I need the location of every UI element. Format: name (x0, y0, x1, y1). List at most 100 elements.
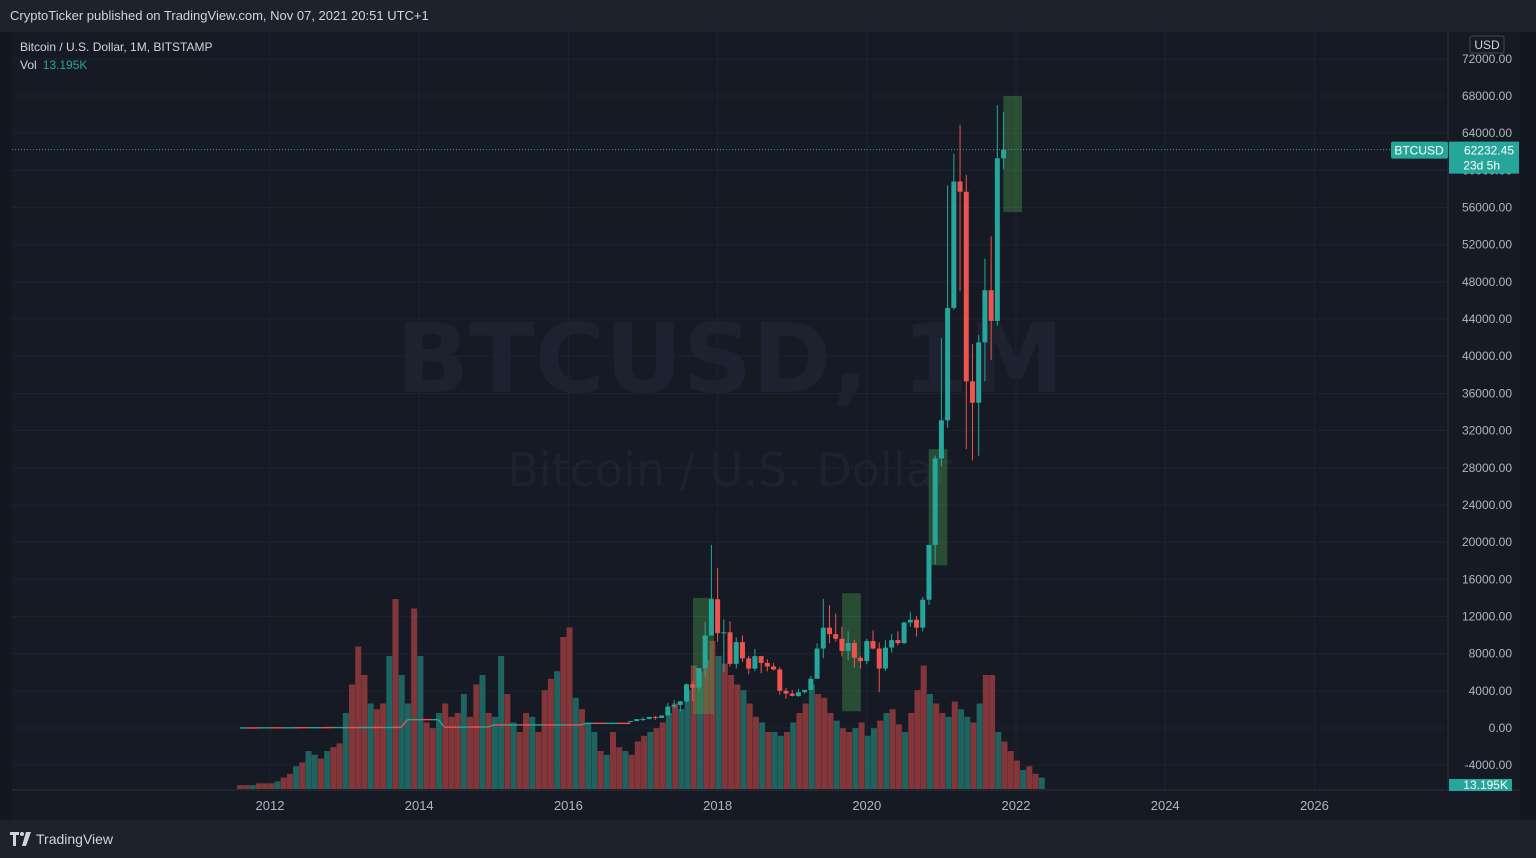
volume-legend[interactable]: Vol 13.195K (20, 56, 213, 74)
volume-bar (697, 671, 704, 789)
volume-bar (889, 709, 896, 789)
volume-bar (665, 713, 672, 789)
volume-bar (796, 713, 803, 789)
volume-bar (485, 713, 492, 789)
volume-bar (765, 732, 772, 789)
y-tick-label: 20000.00 (1462, 535, 1512, 549)
symbol-tag-label: BTCUSD (1394, 144, 1444, 158)
candle-body (671, 704, 677, 707)
volume-bar (578, 709, 585, 789)
volume-bar (1007, 751, 1014, 789)
volume-bar (411, 608, 418, 789)
volume-bar (504, 694, 511, 789)
x-tick-label: 2026 (1300, 798, 1329, 813)
volume-bar (448, 716, 455, 789)
candle-body (640, 718, 646, 720)
volume-bar (721, 663, 728, 789)
watermark-symbol: BTCUSD, 1M (396, 303, 1064, 415)
volume-bar (342, 713, 349, 789)
candle-body (951, 181, 957, 308)
volume-bar (572, 697, 579, 789)
volume-bar (864, 735, 871, 789)
volume-bar (790, 722, 797, 789)
volume-bar (467, 716, 474, 789)
volume-bar (715, 656, 722, 789)
candle-body (771, 666, 777, 670)
volume-bar (1020, 770, 1027, 789)
volume-bar (280, 777, 287, 789)
y-tick-label: 48000.00 (1462, 275, 1512, 289)
volume-bar (833, 720, 840, 789)
candle-body (634, 719, 640, 722)
volume-bar (454, 713, 461, 789)
candle-body (963, 191, 969, 382)
tradingview-logo[interactable]: TradingView (10, 831, 113, 847)
volume-bar (951, 701, 958, 789)
volume-bar (398, 675, 405, 789)
candle-body (938, 420, 944, 459)
volume-bar (616, 747, 623, 789)
volume-bar (423, 722, 430, 789)
candle-body (914, 619, 920, 628)
candle-body (708, 599, 714, 636)
y-tick-label: -4000.00 (1465, 758, 1513, 772)
volume-bar (305, 751, 312, 789)
candle-body (646, 716, 652, 719)
volume-bar (933, 703, 940, 789)
volume-bar (610, 732, 617, 789)
volume-bar (373, 709, 380, 789)
candle-body (889, 640, 895, 648)
volume-bar (945, 716, 952, 789)
volume-bar (939, 713, 946, 789)
y-tick-label: 68000.00 (1462, 89, 1512, 103)
y-tick-label: 8000.00 (1469, 647, 1513, 661)
candle-body (882, 647, 888, 669)
candle-body (764, 662, 770, 667)
volume-bar (752, 716, 759, 789)
volume-bar (473, 684, 480, 789)
volume-bar (777, 735, 784, 789)
volume-bar (740, 690, 747, 789)
candle-body (827, 627, 832, 635)
published-info: CryptoTicker published on TradingView.co… (10, 8, 429, 23)
x-tick-label: 2012 (256, 798, 285, 813)
y-tick-label: 28000.00 (1462, 461, 1512, 475)
candle-body (901, 622, 907, 644)
volume-bar (491, 716, 498, 789)
volume-bar (510, 722, 517, 789)
early-price-segment (437, 719, 446, 728)
volume-bar (243, 785, 250, 789)
volume-bar (361, 675, 368, 789)
tradingview-logo-icon (10, 832, 31, 846)
candle-body (721, 632, 727, 634)
candle-body (833, 634, 839, 639)
volume-bar (404, 703, 411, 789)
candle-body (739, 642, 745, 659)
price-tag-value: 62232.45 (1464, 144, 1514, 158)
symbol-line[interactable]: Bitcoin / U.S. Dollar, 1M, BITSTAMP (20, 40, 213, 54)
currency-badge[interactable] (1469, 35, 1505, 54)
volume-bar (560, 637, 567, 789)
volume-bar (914, 690, 921, 789)
volume-bar (908, 713, 915, 789)
candle-body (895, 640, 901, 644)
candle-body (932, 458, 938, 545)
y-tick-label: 56000.00 (1462, 201, 1512, 215)
volume-bar (554, 671, 561, 789)
volume-bar (274, 781, 281, 789)
candle-body (696, 668, 702, 688)
volume-bar (846, 732, 853, 789)
candle-body (777, 669, 783, 691)
candle-body (976, 342, 982, 403)
early-price-segment (580, 722, 588, 726)
early-price-segment (487, 724, 495, 728)
volume-bar (597, 751, 604, 789)
candle-body (758, 656, 764, 663)
candle-body (789, 693, 795, 696)
volume-bar (541, 690, 548, 789)
volume-bar (566, 627, 573, 789)
volume-bar (547, 678, 554, 789)
candle-body (820, 627, 826, 649)
volume-bar (523, 713, 530, 789)
